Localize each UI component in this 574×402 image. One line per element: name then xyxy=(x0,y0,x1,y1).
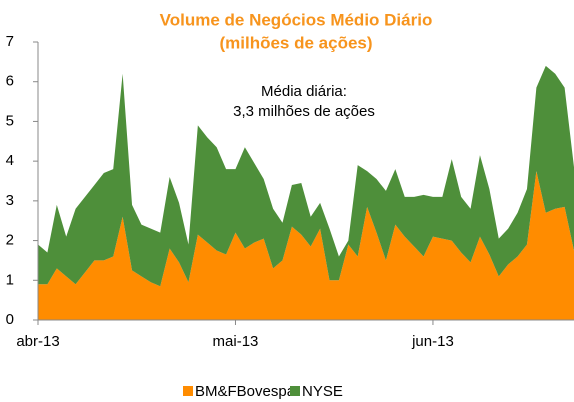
annotation: 3,3 milhões de ações xyxy=(233,103,375,120)
chart-title: Volume de Negócios Médio Diário xyxy=(160,10,433,29)
legend-label: BM&FBovespa xyxy=(195,383,296,400)
x-tick-label: jun-13 xyxy=(411,333,454,350)
y-tick-label: 5 xyxy=(6,112,14,129)
y-tick-label: 4 xyxy=(6,152,14,169)
area xyxy=(38,65,574,287)
y-tick-label: 0 xyxy=(6,311,14,328)
area xyxy=(38,171,574,320)
y-tick-label: 6 xyxy=(6,73,14,90)
legend-swatch xyxy=(290,386,300,396)
x-tick-label: mai-13 xyxy=(213,333,259,350)
legend-swatch xyxy=(183,386,193,396)
chart-title: (milhões de ações) xyxy=(219,33,372,52)
annotation: Média diária: xyxy=(261,83,347,100)
legend-label: NYSE xyxy=(302,383,343,400)
y-tick-label: 1 xyxy=(6,271,14,288)
y-tick-label: 2 xyxy=(6,232,14,249)
y-tick-label: 7 xyxy=(6,33,14,50)
y-tick-label: 3 xyxy=(6,192,14,209)
x-tick-label: abr-13 xyxy=(16,333,59,350)
